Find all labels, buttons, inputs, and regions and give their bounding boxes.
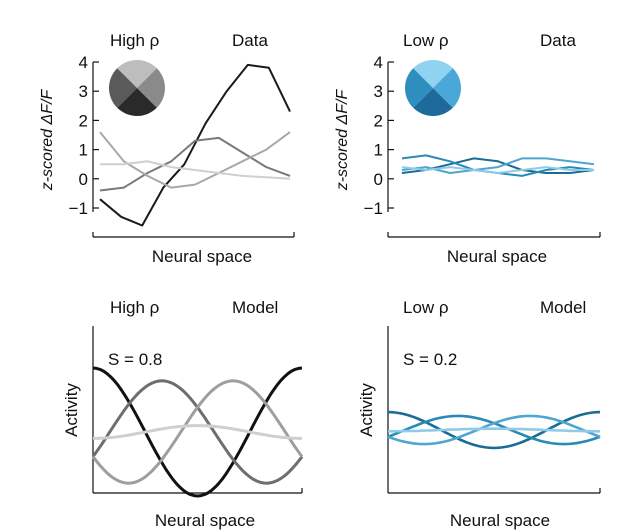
series-line-3	[99, 131, 291, 189]
panel-model-low: Low ρ Model S = 0.2 Activity Neural spac…	[357, 298, 601, 530]
panel-data-high: High ρ Data z-scored ΔF/F Neural space 4…	[39, 31, 295, 266]
y-tick-label: 3	[374, 82, 383, 101]
annotation: S = 0.8	[108, 350, 162, 369]
color-wheel-inset	[108, 59, 166, 117]
y-axis-label: z-scored ΔF/F	[39, 89, 56, 192]
y-axis-label: Activity	[357, 383, 376, 437]
model-curve-3	[91, 379, 304, 485]
panel-model-high: High ρ Model S = 0.8 Activity Neural spa…	[62, 298, 304, 530]
panel-title-right: Data	[540, 31, 576, 50]
color-wheel-quadrant	[413, 59, 453, 88]
y-tick-label: 2	[79, 111, 88, 130]
model-curve-1	[387, 410, 601, 450]
panel-title-right: Model	[540, 298, 586, 317]
y-axis-label: Activity	[62, 383, 81, 437]
model-curve-4	[93, 424, 302, 440]
annotation: S = 0.2	[403, 350, 457, 369]
panel-title-left: Low ρ	[403, 298, 449, 317]
y-ticks: 4 3 2 1 0 −1	[69, 53, 99, 218]
color-wheel-quadrant	[413, 88, 453, 117]
y-tick-label: −1	[69, 199, 88, 218]
series-line-2	[99, 136, 291, 192]
model-curve-4	[388, 427, 600, 433]
y-tick-label: −1	[364, 199, 383, 218]
y-tick-label: 2	[374, 111, 383, 130]
x-axis-label: Neural space	[155, 511, 255, 530]
y-tick-label: 0	[374, 170, 383, 189]
series-lines	[99, 63, 291, 227]
series-lines	[401, 154, 595, 177]
panel-title-left: Low ρ	[403, 31, 449, 50]
y-tick-label: 1	[79, 141, 88, 160]
color-wheel-quadrant	[108, 68, 137, 108]
y-ticks: 4 3 2 1 0 −1	[364, 53, 394, 218]
x-axis-label: Neural space	[447, 247, 547, 266]
panel-data-low: Low ρ Data z-scored ΔF/F Neural space 4 3…	[334, 31, 601, 266]
series-lines	[387, 410, 601, 450]
series-line-1	[99, 63, 291, 227]
y-tick-label: 3	[79, 82, 88, 101]
series-lines	[91, 366, 304, 498]
panel-title-right: Data	[232, 31, 268, 50]
color-wheel-quadrant	[404, 68, 433, 108]
series-line-4	[401, 166, 594, 174]
series-line-4	[100, 160, 291, 180]
model-curve-3	[387, 414, 601, 446]
panel-title-left: High ρ	[110, 298, 159, 317]
x-axis-label: Neural space	[152, 247, 252, 266]
y-tick-label: 4	[79, 53, 88, 72]
model-curve-1	[92, 366, 303, 498]
color-wheel-quadrant	[433, 68, 462, 108]
panel-title-right: Model	[232, 298, 278, 317]
x-axis-label: Neural space	[450, 511, 550, 530]
y-axis-label: z-scored ΔF/F	[334, 89, 351, 192]
color-wheel-quadrant	[117, 88, 157, 117]
y-tick-label: 0	[79, 170, 88, 189]
y-tick-label: 1	[374, 141, 383, 160]
y-tick-label: 4	[374, 53, 383, 72]
panel-title-left: High ρ	[110, 31, 159, 50]
color-wheel-quadrant	[137, 68, 166, 108]
color-wheel-inset	[404, 59, 462, 117]
color-wheel-quadrant	[117, 59, 157, 88]
